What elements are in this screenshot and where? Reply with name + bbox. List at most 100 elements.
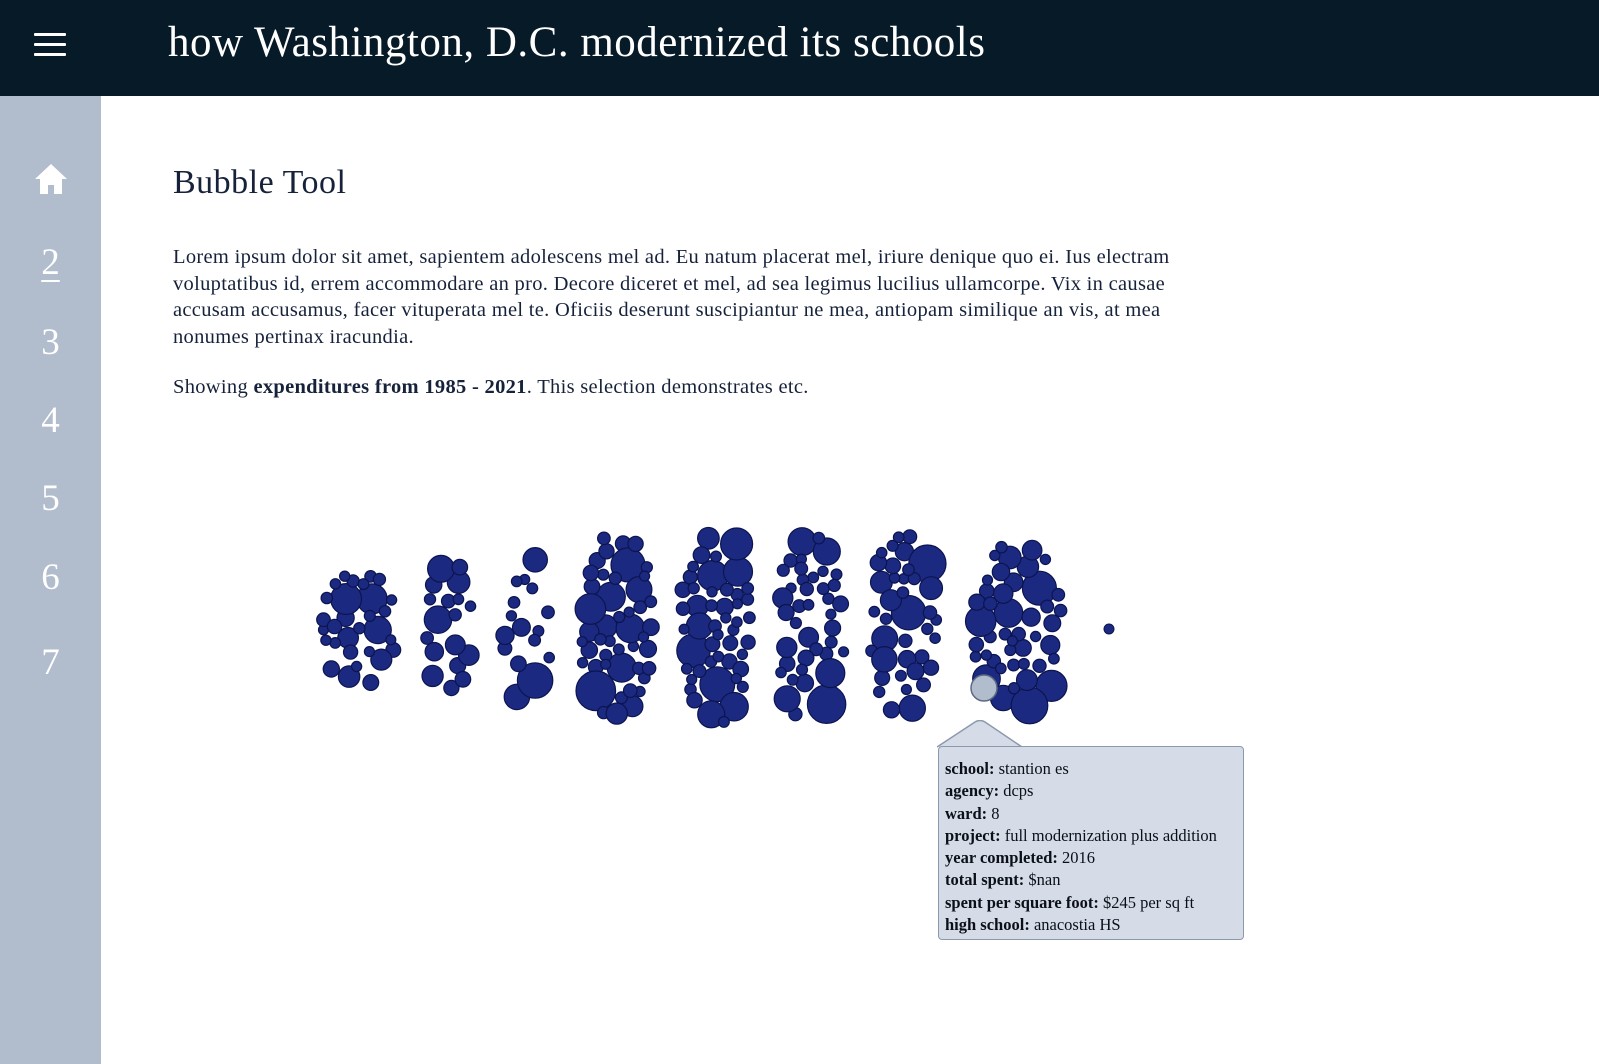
- school-bubble[interactable]: [633, 600, 648, 615]
- sidebar-item-6[interactable]: 6: [41, 557, 60, 598]
- school-bubble[interactable]: [1047, 652, 1060, 665]
- school-bubble[interactable]: [357, 578, 370, 591]
- school-bubble[interactable]: [922, 605, 938, 620]
- school-bubble[interactable]: [1032, 658, 1047, 674]
- school-bubble[interactable]: [505, 610, 518, 622]
- school-bubble[interactable]: [692, 664, 707, 679]
- school-bubble[interactable]: [871, 645, 898, 673]
- school-bubble[interactable]: [894, 669, 907, 682]
- school-bubble[interactable]: [795, 663, 809, 676]
- school-bubble[interactable]: [339, 570, 351, 582]
- school-bubble[interactable]: [874, 669, 891, 687]
- school-bubble[interactable]: [582, 564, 600, 582]
- school-bubble[interactable]: [594, 632, 607, 646]
- school-bubble[interactable]: [892, 531, 905, 544]
- school-bubble[interactable]: [886, 539, 899, 552]
- school-bubble[interactable]: [825, 608, 837, 620]
- school-bubble[interactable]: [350, 660, 363, 673]
- school-bubble[interactable]: [1040, 634, 1061, 656]
- school-bubble[interactable]: [983, 596, 998, 611]
- school-bubble[interactable]: [605, 702, 629, 725]
- school-bubble[interactable]: [1007, 682, 1021, 695]
- school-bubble[interactable]: [919, 576, 944, 601]
- school-bubble[interactable]: [526, 582, 539, 595]
- school-bubble[interactable]: [721, 653, 738, 670]
- school-bubble[interactable]: [832, 595, 850, 613]
- school-bubble[interactable]: [994, 662, 1007, 675]
- school-bubble[interactable]: [638, 639, 658, 659]
- school-bubble[interactable]: [902, 563, 915, 577]
- school-bubble[interactable]: [812, 531, 826, 545]
- school-bubble[interactable]: [827, 578, 841, 593]
- school-bubble[interactable]: [451, 558, 469, 576]
- school-bubble[interactable]: [787, 527, 817, 557]
- school-bubble[interactable]: [448, 608, 462, 622]
- school-bubble[interactable]: [623, 606, 635, 618]
- school-bubble[interactable]: [998, 627, 1012, 641]
- school-bubble[interactable]: [1103, 623, 1115, 635]
- school-bubble[interactable]: [741, 592, 755, 606]
- school-bubble[interactable]: [719, 582, 734, 597]
- school-bubble[interactable]: [706, 586, 718, 598]
- school-bubble[interactable]: [730, 672, 743, 685]
- school-bubble[interactable]: [896, 586, 910, 599]
- school-bubble[interactable]: [823, 619, 842, 637]
- school-bubble[interactable]: [612, 643, 625, 656]
- school-bubble[interactable]: [807, 571, 820, 584]
- school-bubble[interactable]: [720, 612, 732, 624]
- school-bubble[interactable]: [598, 543, 615, 560]
- school-bubble[interactable]: [968, 636, 985, 653]
- school-bubble[interactable]: [316, 612, 331, 628]
- school-bubble[interactable]: [638, 570, 651, 582]
- school-bubble[interactable]: [378, 604, 392, 618]
- school-bubble[interactable]: [686, 673, 698, 686]
- school-bubble[interactable]: [884, 557, 902, 575]
- school-bubble[interactable]: [362, 673, 380, 691]
- school-bubble[interactable]: [423, 605, 453, 634]
- school-bubble[interactable]: [642, 618, 660, 637]
- school-bubble[interactable]: [678, 623, 690, 635]
- school-bubble[interactable]: [722, 556, 754, 587]
- school-bubble[interactable]: [712, 629, 724, 641]
- sidebar-item-2[interactable]: 2: [41, 242, 60, 283]
- school-bubble[interactable]: [717, 715, 730, 728]
- sidebar-item-4[interactable]: 4: [41, 400, 60, 441]
- school-bubble[interactable]: [731, 598, 744, 610]
- school-bubble[interactable]: [773, 685, 801, 713]
- school-bubble[interactable]: [809, 642, 824, 657]
- school-bubble[interactable]: [1040, 599, 1055, 614]
- school-bubble[interactable]: [1039, 553, 1052, 566]
- school-bubble[interactable]: [736, 680, 749, 694]
- school-bubble[interactable]: [1021, 539, 1043, 561]
- school-bubble[interactable]: [900, 683, 913, 696]
- school-bubble[interactable]: [995, 540, 1008, 554]
- school-bubble[interactable]: [510, 655, 527, 673]
- school-bubble[interactable]: [786, 673, 799, 686]
- school-bubble[interactable]: [898, 694, 927, 722]
- school-bubble[interactable]: [1017, 657, 1030, 670]
- school-bubble[interactable]: [452, 593, 465, 606]
- school-bubble[interactable]: [363, 645, 375, 658]
- school-bubble[interactable]: [322, 660, 340, 678]
- school-bubble[interactable]: [743, 611, 756, 625]
- school-bubble[interactable]: [507, 596, 521, 609]
- school-bubble[interactable]: [423, 593, 437, 606]
- school-bubble[interactable]: [597, 531, 611, 546]
- school-bubble[interactable]: [719, 527, 754, 561]
- school-bubble[interactable]: [798, 626, 820, 648]
- school-bubble[interactable]: [722, 635, 739, 652]
- school-bubble[interactable]: [777, 603, 795, 622]
- school-bubble[interactable]: [1051, 587, 1066, 602]
- school-bubble[interactable]: [868, 605, 881, 618]
- school-bubble[interactable]: [989, 549, 1001, 562]
- school-bubble[interactable]: [687, 560, 699, 573]
- school-bubble[interactable]: [597, 568, 610, 581]
- school-bubble[interactable]: [675, 601, 691, 616]
- school-bubble[interactable]: [797, 649, 815, 667]
- school-bubble[interactable]: [1021, 607, 1041, 627]
- school-bubble[interactable]: [806, 684, 847, 725]
- school-bubble[interactable]: [879, 612, 893, 626]
- school-bubble[interactable]: [644, 595, 658, 609]
- school-bubble[interactable]: [680, 662, 693, 675]
- school-bubble[interactable]: [622, 683, 638, 698]
